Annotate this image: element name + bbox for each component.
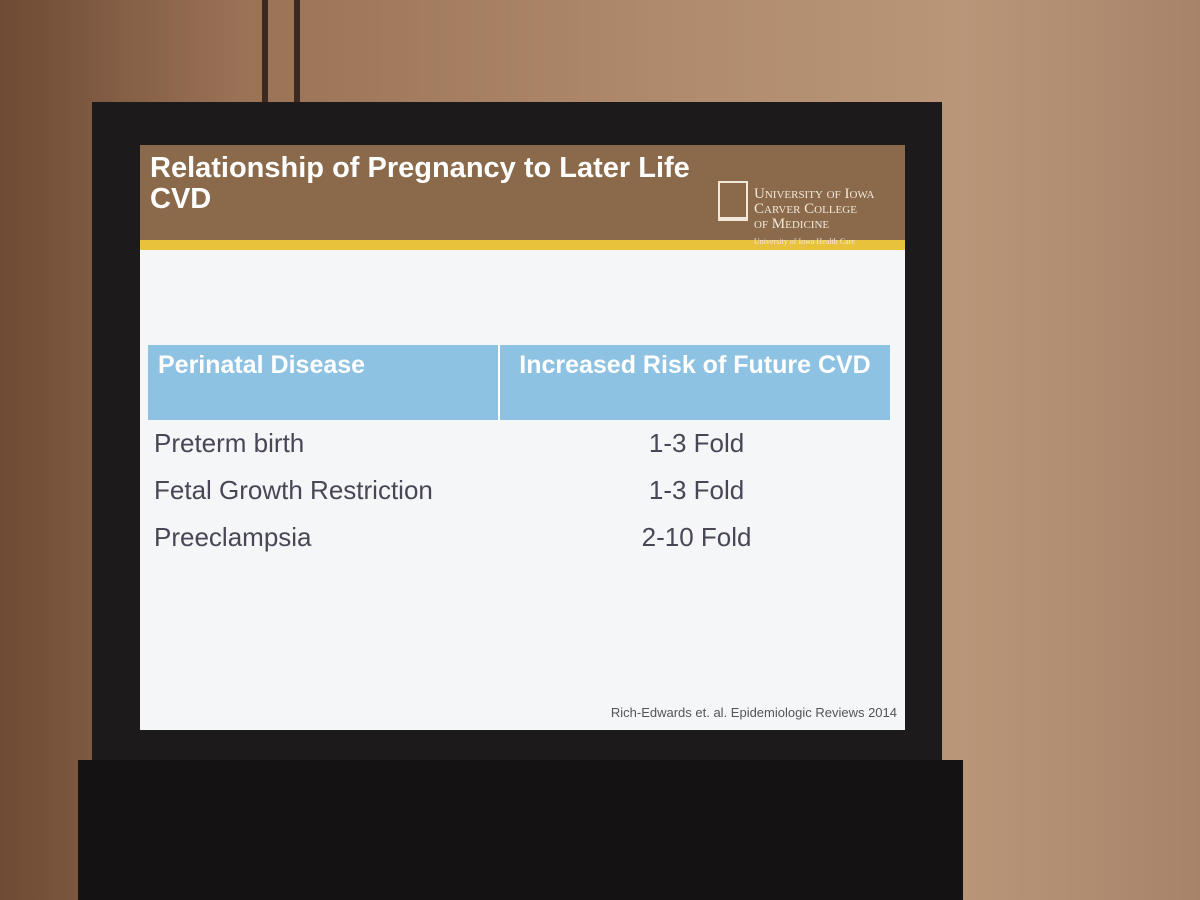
slide: Relationship of Pregnancy to Later Life … (140, 145, 905, 730)
slide-header (140, 145, 905, 240)
table-body: Preterm birth 1-3 Fold Fetal Growth Restri… (148, 420, 890, 561)
table-row: Fetal Growth Restriction 1-3 Fold (148, 467, 890, 514)
table-header: Perinatal Disease Increased Risk of Futu… (148, 345, 890, 420)
slide-title: Relationship of Pregnancy to Later Life … (150, 152, 690, 215)
logo-text: University of Iowa Health Care (754, 237, 855, 246)
screen-pole (262, 0, 268, 110)
citation: Rich-Edwards et. al. Epidemiologic Revie… (610, 705, 897, 720)
table-row: Preterm birth 1-3 Fold (148, 420, 890, 467)
table-cell: 1-3 Fold (648, 428, 745, 458)
table-cell: Preeclampsia (154, 522, 312, 552)
table-cell: 2-10 Fold (641, 522, 752, 552)
logo-text: University of Iowa (754, 186, 875, 202)
table-cell: Preterm birth (154, 428, 305, 458)
table-cell: Fetal Growth Restriction (154, 475, 433, 505)
screen-pole (294, 0, 300, 110)
table-cell: 1-3 Fold (648, 475, 745, 505)
logo: University of Iowa Carver College of Med… (754, 187, 905, 249)
header-cell: Increased Risk of Future CVD (519, 351, 871, 379)
logo-icon (718, 181, 748, 221)
logo-text: Carver College (754, 201, 857, 217)
screen-base (78, 760, 963, 900)
header-cell: Perinatal Disease (148, 345, 500, 420)
table-row: Preeclampsia 2-10 Fold (148, 514, 890, 561)
header-rule (140, 240, 905, 250)
logo-text: of Medicine (754, 216, 830, 232)
table: Perinatal Disease Increased Risk of Futu… (148, 345, 890, 561)
